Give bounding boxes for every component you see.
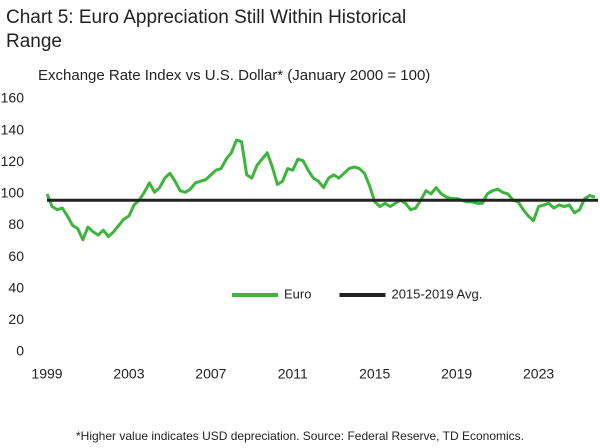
y-tick-label: 20 bbox=[8, 311, 24, 327]
x-tick-label: 2019 bbox=[441, 366, 472, 382]
y-tick-label: 40 bbox=[8, 279, 24, 295]
footnote: *Higher value indicates USD depreciation… bbox=[76, 429, 524, 443]
y-tick-label: 100 bbox=[1, 185, 25, 201]
y-tick-label: 0 bbox=[16, 343, 24, 359]
x-tick-label: 2023 bbox=[523, 366, 554, 382]
chart-title: Chart 5: Euro Appreciation Still Within … bbox=[6, 7, 406, 52]
legend-label: 2015-2019 Avg. bbox=[391, 286, 482, 301]
series-line bbox=[45, 138, 596, 242]
y-tick-label: 60 bbox=[8, 248, 24, 264]
y-tick-label: 140 bbox=[1, 121, 25, 137]
y-tick-label: 160 bbox=[1, 90, 25, 106]
legend-label: Euro bbox=[284, 286, 311, 301]
x-tick-label: 2011 bbox=[278, 366, 308, 382]
x-tick-label: 1999 bbox=[31, 366, 62, 382]
x-tick-label: 2007 bbox=[195, 366, 226, 382]
y-tick-label: 120 bbox=[1, 153, 25, 169]
chart-subtitle: Exchange Rate Index vs U.S. Dollar* (Jan… bbox=[38, 67, 430, 84]
x-tick-label: 2003 bbox=[113, 366, 144, 382]
x-tick-label: 2015 bbox=[359, 366, 390, 382]
y-tick-label: 80 bbox=[8, 216, 24, 232]
